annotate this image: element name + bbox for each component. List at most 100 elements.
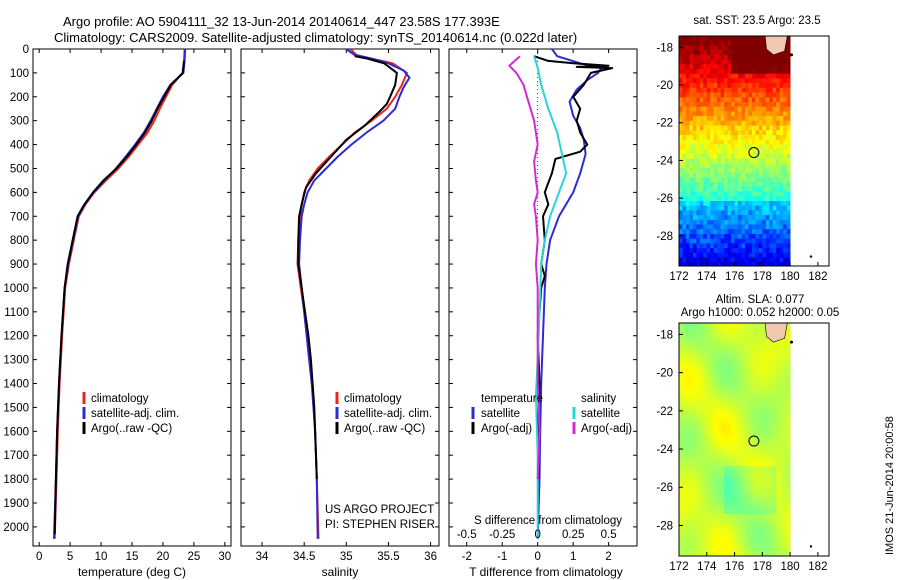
map-cell	[755, 499, 760, 505]
map-cell	[734, 466, 739, 472]
map-cell	[779, 201, 784, 207]
map-cell	[689, 224, 694, 230]
map-cell	[703, 394, 708, 400]
map-cell	[682, 337, 687, 343]
map-cell	[779, 408, 784, 415]
map-cell	[748, 323, 753, 329]
map-cell	[679, 509, 683, 515]
map-cell	[765, 475, 770, 481]
map-cell	[745, 423, 749, 429]
map-cell	[758, 45, 763, 51]
map-cell	[741, 64, 746, 70]
map-cell	[762, 50, 767, 56]
map-cell	[779, 144, 784, 150]
map-cell	[769, 130, 774, 136]
map-cell	[765, 494, 770, 501]
map-cell	[751, 523, 756, 529]
sla-map-axes-box	[678, 322, 830, 557]
map-cell	[755, 370, 760, 376]
map-cell	[748, 120, 753, 126]
map-cell	[762, 542, 767, 548]
map-cell	[717, 523, 722, 529]
map-cell	[699, 547, 704, 553]
map-cell	[685, 205, 690, 211]
map-cell	[703, 356, 708, 362]
map-cell	[682, 87, 687, 93]
map-cell	[724, 533, 728, 539]
y-tick-label: -24	[656, 155, 673, 167]
map-cell	[724, 69, 728, 75]
map-cell	[696, 490, 701, 496]
map-cell	[745, 480, 749, 486]
map-cell	[758, 342, 763, 348]
map-cell	[699, 490, 704, 496]
map-cell	[786, 201, 791, 207]
map-cell	[769, 366, 774, 372]
map-cell	[741, 102, 746, 108]
map-cell	[741, 408, 746, 415]
map-cell	[699, 385, 704, 391]
map-cell	[751, 351, 756, 357]
map-cell	[741, 36, 746, 42]
map-cell	[696, 385, 701, 391]
map-cell	[727, 490, 732, 496]
map-cell	[745, 437, 749, 443]
map-cell	[779, 106, 784, 112]
map-cell	[731, 229, 735, 235]
map-cell	[776, 191, 781, 197]
map-cell	[696, 50, 701, 56]
map-cell	[706, 36, 711, 42]
map-cell	[724, 106, 728, 112]
map-cell	[734, 413, 739, 419]
map-cell	[679, 139, 683, 145]
map-cell	[762, 518, 767, 524]
map-cell	[685, 201, 690, 207]
map-cell	[703, 243, 708, 249]
map-cell	[745, 428, 749, 434]
map-cell	[755, 346, 760, 353]
map-cell	[685, 262, 690, 266]
map-cell	[772, 262, 777, 266]
map-cell	[748, 389, 753, 395]
map-cell	[717, 116, 722, 122]
map-cell	[720, 533, 725, 539]
map-cell	[679, 191, 683, 197]
map-cell	[776, 139, 781, 145]
map-cell	[731, 83, 735, 89]
map-cell	[762, 87, 767, 93]
map-cell	[738, 111, 742, 117]
sla-map-panel: Altim. SLA: 0.077 Argo h1000: 0.052 h200…	[656, 294, 839, 573]
map-cell	[748, 130, 753, 136]
map-cell	[786, 102, 791, 108]
map-cell	[699, 399, 704, 405]
map-cell	[699, 201, 704, 207]
map-cell	[685, 523, 690, 529]
map-cell	[758, 257, 763, 263]
map-cell	[731, 172, 735, 178]
map-cell	[713, 461, 718, 467]
map-cell	[692, 97, 697, 103]
map-cell	[776, 229, 781, 235]
map-cell	[713, 168, 718, 174]
map-cell	[738, 380, 742, 386]
map-cell	[682, 40, 687, 46]
map-cell	[745, 447, 749, 453]
map-cell	[755, 547, 760, 553]
map-cell	[731, 64, 735, 70]
map-cell	[776, 234, 781, 240]
map-cell	[713, 337, 718, 343]
map-cell	[692, 518, 697, 524]
map-cell	[772, 528, 777, 534]
map-cell	[779, 139, 784, 145]
map-cell	[724, 54, 728, 60]
map-cell	[769, 219, 774, 225]
map-cell	[765, 351, 770, 357]
map-cell	[751, 234, 756, 240]
map-cell	[699, 219, 704, 225]
map-cell	[769, 69, 774, 75]
map-cell	[765, 69, 770, 75]
map-cell	[689, 177, 694, 183]
map-cell	[738, 437, 742, 443]
map-cell	[748, 408, 753, 415]
map-cell	[720, 135, 725, 141]
